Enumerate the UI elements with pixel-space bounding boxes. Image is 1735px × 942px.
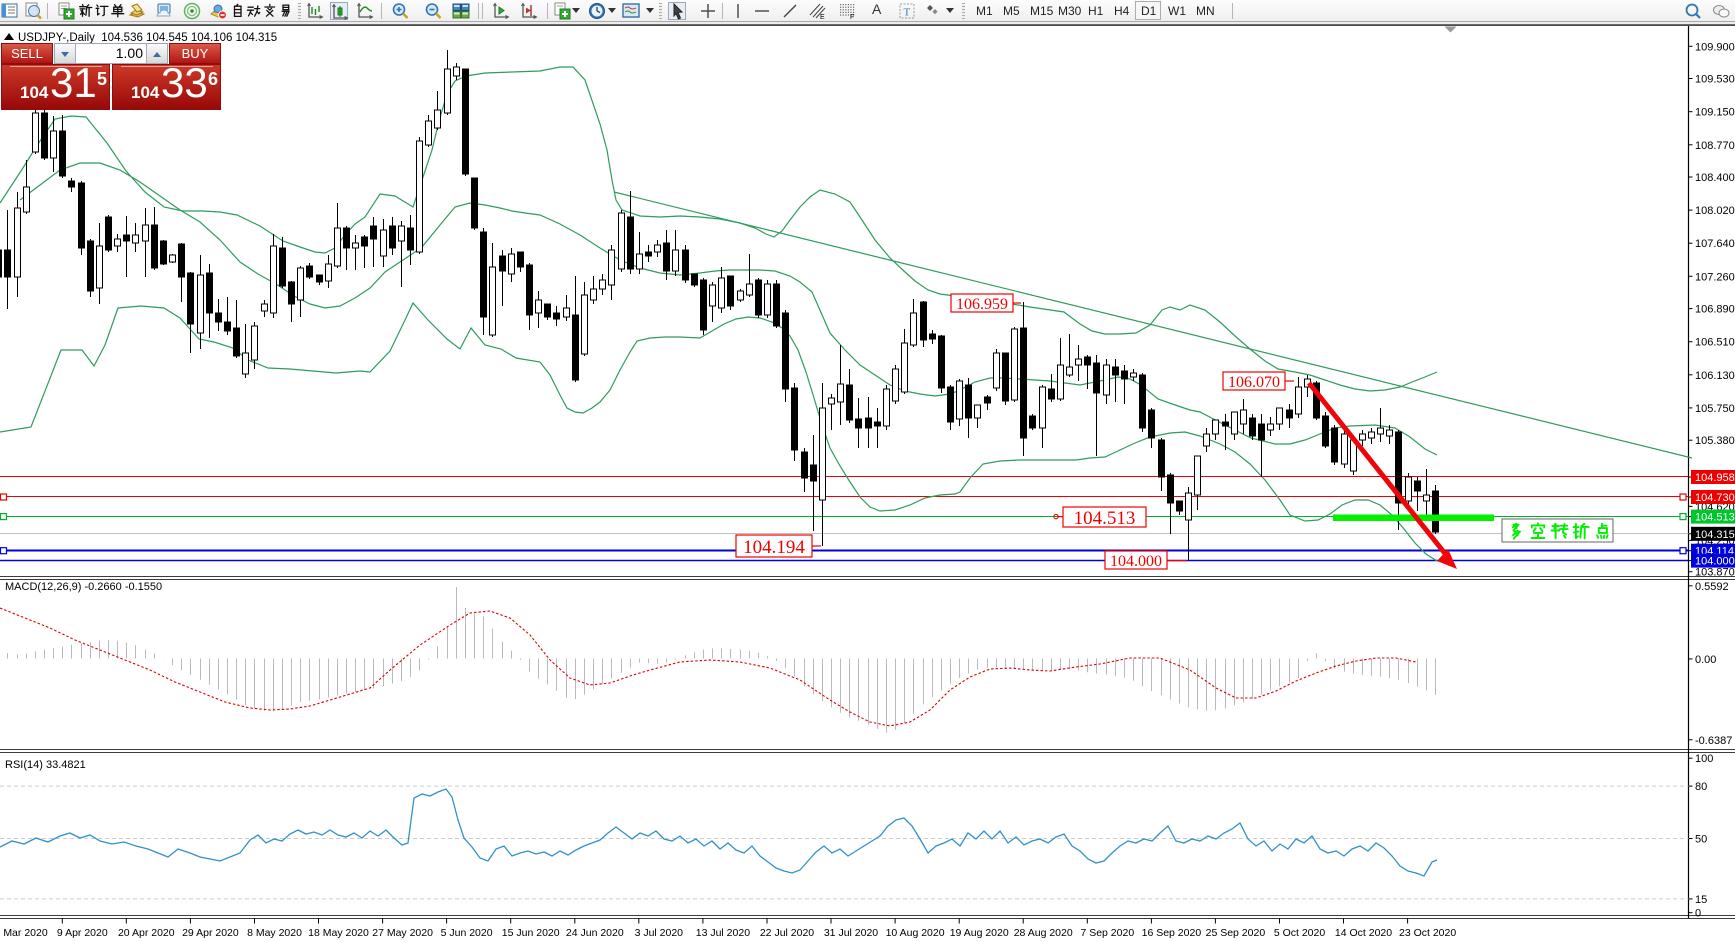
svg-text:106.130: 106.130: [1695, 370, 1735, 382]
svg-text:E: E: [820, 14, 825, 20]
svg-text:31 Jul 2020: 31 Jul 2020: [824, 927, 878, 939]
svg-text:104.194: 104.194: [743, 537, 805, 558]
svg-text:109.150: 109.150: [1695, 107, 1735, 119]
svg-text:5 Oct 2020: 5 Oct 2020: [1274, 927, 1326, 939]
svg-text:0.5592: 0.5592: [1695, 581, 1729, 593]
svg-text:3 Jul 2020: 3 Jul 2020: [635, 927, 684, 939]
svg-text:15: 15: [1695, 894, 1707, 906]
svg-text:107.640: 107.640: [1695, 238, 1735, 250]
svg-text:RSI(14) 33.4821: RSI(14) 33.4821: [5, 759, 86, 771]
svg-text:100: 100: [1695, 753, 1713, 765]
svg-text:16 Sep 2020: 16 Sep 2020: [1142, 927, 1202, 939]
svg-text:28 Aug 2020: 28 Aug 2020: [1014, 927, 1073, 939]
svg-text:27 May 2020: 27 May 2020: [372, 927, 433, 939]
svg-text:106.510: 106.510: [1695, 337, 1735, 349]
svg-text:20 Apr 2020: 20 Apr 2020: [118, 927, 175, 939]
svg-text:23 Oct 2020: 23 Oct 2020: [1399, 927, 1456, 939]
svg-text:107.260: 107.260: [1695, 271, 1735, 283]
svg-text:108.770: 108.770: [1695, 140, 1735, 152]
svg-text:14 Oct 2020: 14 Oct 2020: [1335, 927, 1392, 939]
svg-text:0.00: 0.00: [1695, 654, 1716, 666]
svg-text:USDJPY-,Daily 104.536 104.545: USDJPY-,Daily 104.536 104.545 104.106 10…: [18, 32, 277, 44]
svg-text:-0.6387: -0.6387: [1695, 735, 1732, 747]
svg-text:109.530: 109.530: [1695, 74, 1735, 86]
svg-text:15 Jun 2020: 15 Jun 2020: [502, 927, 560, 939]
svg-text:5 Jun 2020: 5 Jun 2020: [441, 927, 493, 939]
svg-text:104.000: 104.000: [1695, 556, 1735, 568]
svg-text:109.900: 109.900: [1695, 41, 1735, 53]
svg-text:104.513: 104.513: [1695, 512, 1735, 524]
svg-text:22 Jul 2020: 22 Jul 2020: [760, 927, 814, 939]
svg-text:104.000: 104.000: [1110, 553, 1162, 570]
svg-text:25 Sep 2020: 25 Sep 2020: [1206, 927, 1266, 939]
svg-text:104.315: 104.315: [1695, 529, 1735, 541]
svg-text:106.890: 106.890: [1695, 304, 1735, 316]
svg-text:18 May 2020: 18 May 2020: [308, 927, 369, 939]
svg-text:105.380: 105.380: [1695, 435, 1735, 447]
svg-text:106.070: 106.070: [1228, 374, 1280, 391]
svg-text:108.400: 108.400: [1695, 172, 1735, 184]
svg-text:31 Mar 2020: 31 Mar 2020: [0, 927, 48, 939]
svg-text:7 Sep 2020: 7 Sep 2020: [1080, 927, 1134, 939]
svg-text:104.958: 104.958: [1695, 472, 1735, 484]
svg-text:9 Apr 2020: 9 Apr 2020: [57, 927, 108, 939]
svg-text:108.020: 108.020: [1695, 205, 1735, 217]
svg-text:104.513: 104.513: [1074, 508, 1136, 529]
svg-text:T: T: [904, 7, 911, 19]
svg-text:50: 50: [1695, 834, 1707, 846]
svg-text:8 May 2020: 8 May 2020: [247, 927, 302, 939]
svg-text:F: F: [850, 14, 854, 20]
svg-text:103.870: 103.870: [1695, 567, 1735, 579]
svg-text:104.730: 104.730: [1695, 492, 1735, 504]
svg-text:13 Jul 2020: 13 Jul 2020: [696, 927, 750, 939]
svg-text:24 Jun 2020: 24 Jun 2020: [566, 927, 624, 939]
svg-text:105.750: 105.750: [1695, 403, 1735, 415]
svg-text:106.959: 106.959: [956, 296, 1008, 313]
svg-text:80: 80: [1695, 781, 1707, 793]
svg-text:29 Apr 2020: 29 Apr 2020: [182, 927, 239, 939]
svg-text:MACD(12,26,9) -0.2660 -0.1550: MACD(12,26,9) -0.2660 -0.1550: [5, 581, 162, 593]
svg-text:10 Aug 2020: 10 Aug 2020: [886, 927, 945, 939]
svg-text:0: 0: [1695, 908, 1701, 920]
svg-text:19 Aug 2020: 19 Aug 2020: [950, 927, 1009, 939]
